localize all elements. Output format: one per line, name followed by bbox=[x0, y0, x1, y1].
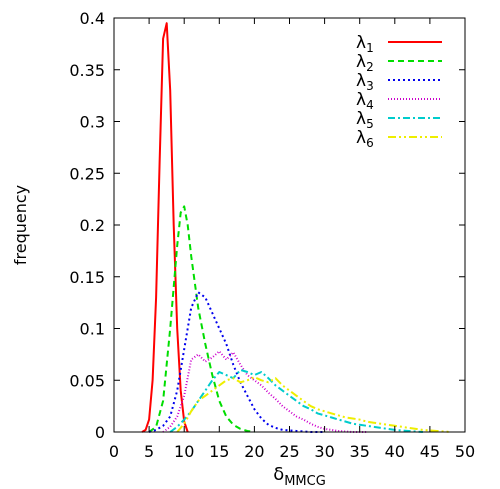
x-tick-label: 40 bbox=[385, 442, 405, 461]
legend-label: λ2 bbox=[356, 52, 374, 74]
x-tick-label: 5 bbox=[144, 442, 154, 461]
legend-label-subscript: 1 bbox=[366, 41, 374, 55]
x-tick-label: 45 bbox=[420, 442, 440, 461]
legend-label-main: λ bbox=[356, 90, 366, 110]
y-tick-label: 0 bbox=[95, 423, 105, 442]
legend-entry-4: λ4 bbox=[356, 90, 442, 112]
y-tick-label: 0.15 bbox=[69, 268, 105, 287]
series-line-3 bbox=[148, 291, 325, 433]
x-axis: 0 5 10 15 20 25 30 35 40 45 50 bbox=[109, 18, 475, 461]
series-lines bbox=[141, 22, 452, 433]
legend-label-subscript: 4 bbox=[366, 98, 374, 112]
series-line-5 bbox=[169, 368, 423, 433]
legend-label-subscript: 5 bbox=[366, 117, 374, 131]
legend-label-subscript: 2 bbox=[366, 60, 374, 74]
series-line-4 bbox=[162, 350, 367, 433]
legend-label-subscript: 3 bbox=[366, 79, 374, 93]
legend-label-main: λ bbox=[356, 33, 366, 53]
legend-label: λ4 bbox=[356, 90, 374, 112]
legend-label: λ1 bbox=[356, 33, 374, 55]
legend-label-main: λ bbox=[356, 128, 366, 148]
x-axis-label-main: δ bbox=[273, 464, 284, 485]
y-axis: 0 0.05 0.1 0.15 0.2 0.25 0.3 0.35 0.4 bbox=[69, 9, 465, 442]
plot-frame bbox=[113, 17, 466, 433]
legend-entry-5: λ5 bbox=[356, 109, 442, 131]
y-tick-label: 0.05 bbox=[69, 371, 105, 390]
legend-label-main: λ bbox=[356, 71, 366, 91]
x-tick-label: 30 bbox=[314, 442, 334, 461]
x-tick-label: 25 bbox=[279, 442, 299, 461]
legend-label-subscript: 6 bbox=[366, 136, 374, 150]
legend-label: λ5 bbox=[356, 109, 374, 131]
y-axis-label: frequency bbox=[11, 185, 30, 265]
y-tick-label: 0.2 bbox=[80, 216, 105, 235]
y-tick-label: 0.3 bbox=[80, 113, 105, 132]
legend-entry-1: λ1 bbox=[356, 33, 442, 55]
y-tick-label: 0.4 bbox=[80, 9, 105, 28]
series-line-6 bbox=[176, 376, 452, 433]
legend-entry-6: λ6 bbox=[356, 128, 442, 150]
x-axis-label: δMMCG bbox=[273, 464, 326, 489]
y-tick-label: 0.25 bbox=[69, 164, 105, 183]
legend-entry-2: λ2 bbox=[356, 52, 442, 74]
y-tick-label: 0.35 bbox=[69, 61, 105, 80]
x-tick-label: 50 bbox=[455, 442, 475, 461]
legend-label-main: λ bbox=[356, 52, 366, 72]
legend-label: λ3 bbox=[356, 71, 374, 93]
legend-entry-3: λ3 bbox=[356, 71, 442, 93]
y-tick-label: 0.1 bbox=[80, 320, 105, 339]
x-tick-label: 35 bbox=[350, 442, 370, 461]
x-axis-label-subscript: MMCG bbox=[284, 474, 326, 489]
x-tick-label: 15 bbox=[209, 442, 229, 461]
x-tick-label: 10 bbox=[174, 442, 194, 461]
x-tick-label: 20 bbox=[244, 442, 264, 461]
legend-label-main: λ bbox=[356, 109, 366, 129]
x-tick-label: 0 bbox=[109, 442, 119, 461]
series-line-1 bbox=[141, 22, 189, 433]
legend-label: λ6 bbox=[356, 128, 374, 150]
